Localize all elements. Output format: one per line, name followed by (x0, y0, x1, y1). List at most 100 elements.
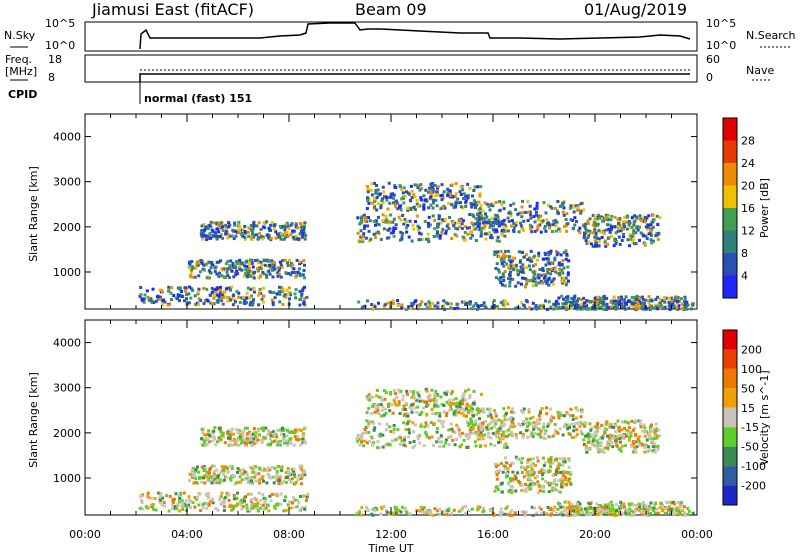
echo-cell (195, 497, 199, 501)
echo-cell (494, 412, 498, 416)
echo-cell (524, 472, 528, 476)
echo-cell (520, 422, 524, 426)
echo-cell (498, 426, 502, 430)
echo-cell (191, 275, 195, 279)
echo-cell (405, 511, 409, 515)
echo-cell (510, 219, 514, 223)
echo-cell (415, 410, 419, 414)
echo-cell (241, 433, 245, 437)
echo-cell (485, 426, 489, 430)
echo-cell (445, 411, 449, 415)
echo-cell (297, 428, 301, 432)
echo-cell (576, 204, 580, 208)
echo-cell (475, 413, 479, 417)
echo-cell (606, 440, 610, 444)
echo-cell (205, 225, 209, 229)
echo-cell (531, 415, 535, 419)
echo-cell (374, 189, 378, 193)
echo-cell (492, 513, 496, 517)
echo-cell (191, 266, 195, 270)
echo-cell (294, 437, 298, 441)
echo-cell (537, 485, 541, 489)
echo-cell (577, 509, 581, 513)
echo-cell (534, 213, 538, 217)
echo-cell (650, 220, 654, 224)
echo-cell (233, 474, 237, 478)
echo-cell (512, 410, 516, 414)
echo-cell (206, 227, 210, 231)
echo-cell (509, 410, 513, 414)
echo-cell (270, 440, 274, 444)
echo-cell (609, 218, 613, 222)
echo-cell (201, 234, 205, 238)
echo-cell (560, 510, 564, 514)
echo-cell (278, 225, 282, 229)
echo-cell (618, 505, 622, 509)
echo-cell (235, 260, 239, 264)
echo-cell (632, 229, 636, 233)
echo-cell (457, 428, 461, 432)
echo-cell (398, 184, 402, 188)
echo-cell (668, 296, 672, 300)
echo-cell (509, 214, 513, 218)
echo-cell (535, 204, 539, 208)
echo-cell (282, 428, 286, 432)
echo-cell (449, 401, 453, 405)
echo-cell (264, 506, 268, 510)
echo-cell (464, 414, 468, 418)
echo-cell (253, 475, 257, 479)
echo-cell (218, 288, 222, 292)
echo-cell (426, 190, 430, 194)
echo-cell (286, 467, 290, 471)
echo-cell (233, 221, 237, 225)
echo-cell (217, 426, 221, 430)
echo-cell (434, 411, 438, 415)
echo-cell (656, 444, 660, 448)
echo-cell (684, 305, 688, 309)
echo-cell (251, 440, 255, 444)
echo-cell (448, 408, 452, 412)
echo-cell (650, 241, 654, 245)
echo-cell (483, 216, 487, 220)
echo-cell (622, 434, 626, 438)
echo-cell (444, 392, 448, 396)
echo-cell (561, 460, 565, 464)
echo-cell (359, 216, 363, 220)
echo-cell (376, 215, 380, 219)
echo-cell (277, 290, 281, 294)
echo-cell (560, 294, 564, 298)
echo-cell (556, 466, 560, 470)
echo-cell (575, 299, 579, 303)
echo-cell (303, 473, 307, 477)
echo-cell (527, 421, 531, 425)
echo-cell (642, 298, 646, 302)
echo-cell (613, 302, 617, 306)
echo-cell (631, 428, 635, 432)
echo-cell (618, 242, 622, 246)
echo-cell (652, 437, 656, 441)
echo-cell (489, 233, 493, 237)
echo-cell (150, 299, 154, 303)
echo-cell (184, 286, 188, 290)
echo-cell (160, 503, 164, 507)
echo-cell (231, 504, 235, 508)
echo-cell (509, 485, 513, 489)
echo-cell (676, 500, 680, 504)
echo-cell (495, 252, 499, 256)
echo-cell (683, 295, 687, 299)
echo-cell (440, 198, 444, 202)
echo-cell (550, 488, 554, 492)
echo-cell (422, 203, 426, 207)
echo-cell (435, 186, 439, 190)
echo-cell (226, 236, 230, 240)
echo-cell (205, 506, 209, 510)
echo-cell (433, 397, 437, 401)
echo-cell (520, 301, 524, 305)
echo-cell (638, 443, 642, 447)
echo-cell (520, 270, 524, 274)
echo-cell (200, 476, 204, 480)
echo-cell (505, 434, 509, 438)
echo-cell (605, 420, 609, 424)
echo-cell (282, 509, 286, 513)
echo-cell (631, 510, 635, 514)
